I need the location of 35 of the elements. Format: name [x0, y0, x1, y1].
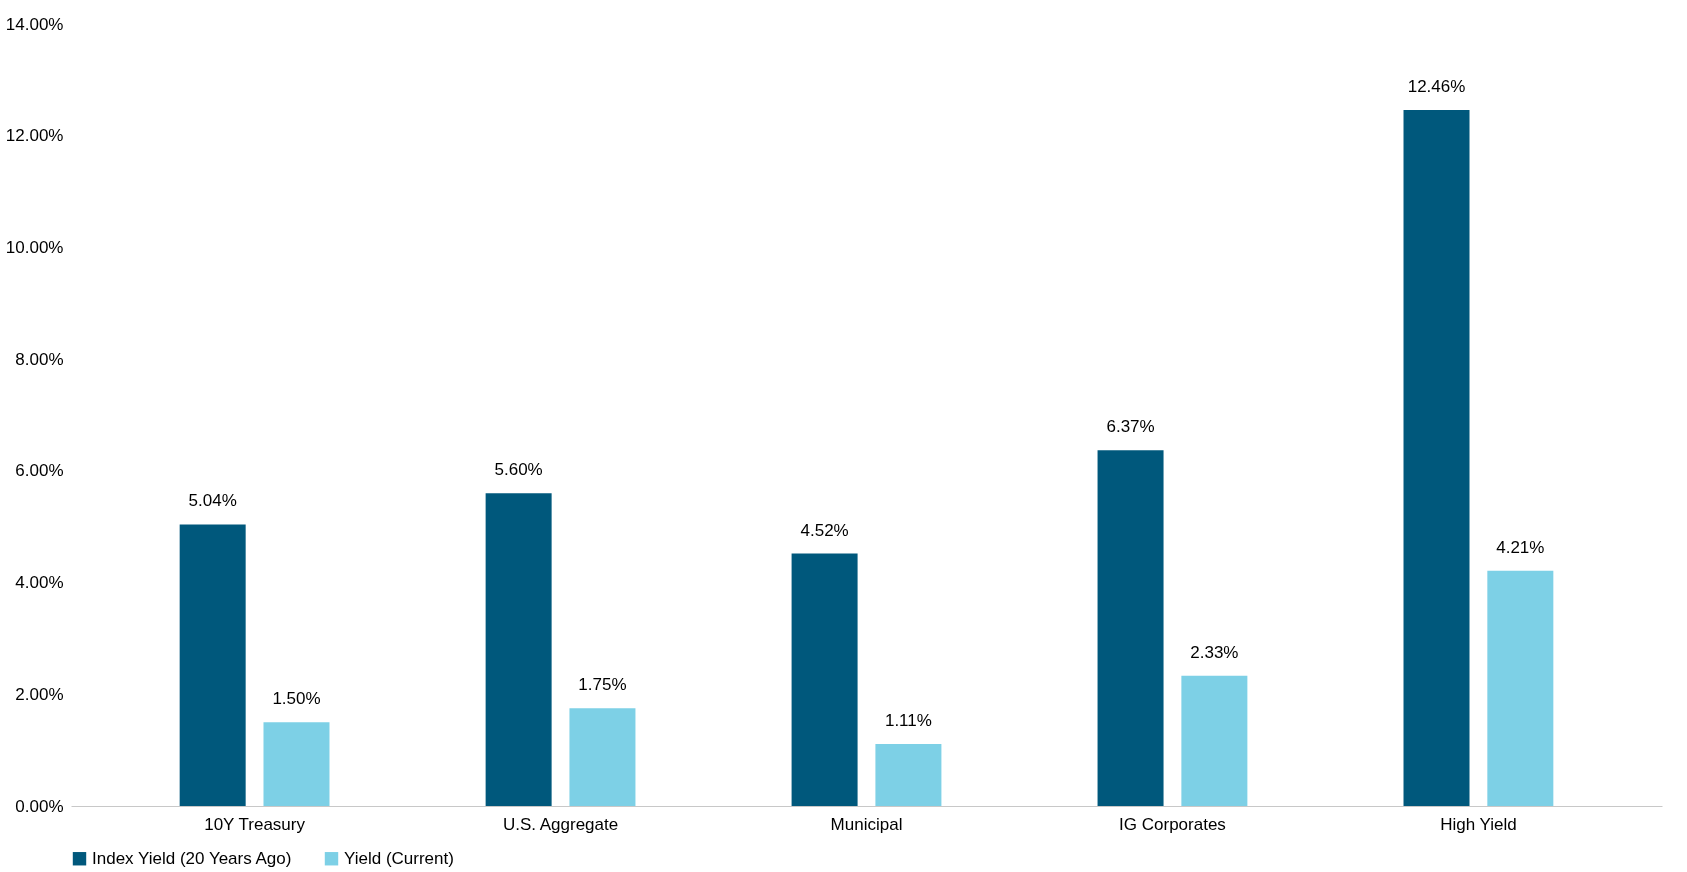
- y-tick-label: 8.00%: [15, 349, 64, 369]
- bar: [569, 708, 636, 806]
- legend-label: Index Yield (20 Years Ago): [92, 848, 292, 868]
- bar: [1487, 570, 1554, 806]
- bar: [791, 553, 858, 806]
- bar: [485, 493, 552, 806]
- data-label: 1.50%: [272, 689, 321, 709]
- bar: [875, 744, 942, 806]
- data-label: 6.37%: [1106, 417, 1155, 437]
- x-tick-label: U.S. Aggregate: [502, 814, 619, 834]
- bar: [263, 722, 330, 806]
- data-label: 2.33%: [1190, 642, 1239, 662]
- bar: [1403, 110, 1470, 806]
- data-label: 4.52%: [800, 520, 849, 540]
- legend-label: Yield (Current): [344, 848, 454, 868]
- y-tick-label: 4.00%: [15, 573, 64, 593]
- y-tick-label: 0.00%: [15, 796, 64, 816]
- y-tick-label: 6.00%: [15, 461, 64, 481]
- y-tick-label: 14.00%: [5, 14, 64, 34]
- data-label: 12.46%: [1407, 77, 1466, 97]
- y-tick-label: 2.00%: [15, 684, 64, 704]
- x-tick-label: IG Corporates: [1119, 814, 1226, 834]
- data-label: 1.11%: [884, 711, 932, 730]
- data-label: 4.21%: [1496, 537, 1545, 557]
- x-tick-label: Municipal: [830, 814, 903, 834]
- x-tick-label: High Yield: [1440, 814, 1517, 834]
- data-label: 1.75%: [578, 675, 627, 695]
- bar: [1181, 675, 1248, 806]
- y-tick-label: 12.00%: [5, 126, 64, 146]
- data-label: 5.04%: [188, 491, 237, 511]
- bar: [1097, 450, 1164, 806]
- bar: [179, 524, 246, 806]
- x-tick-label: 10Y Treasury: [204, 814, 306, 834]
- y-tick-label: 10.00%: [5, 237, 64, 257]
- data-label: 5.60%: [494, 460, 543, 480]
